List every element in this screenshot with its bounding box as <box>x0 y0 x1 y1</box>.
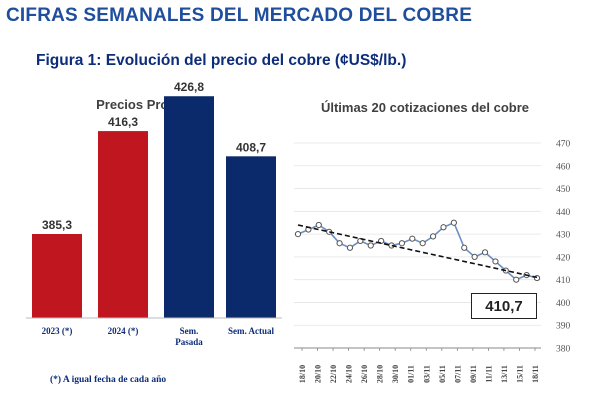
y-tick-label: 450 <box>556 185 571 195</box>
price-point <box>429 233 437 240</box>
price-point <box>409 235 416 242</box>
price-point <box>481 249 489 256</box>
price-point <box>450 219 457 226</box>
bar-value-label: 416,3 <box>108 115 138 129</box>
price-point <box>440 224 447 231</box>
price-point <box>471 253 478 260</box>
y-tick-label: 410 <box>556 276 571 286</box>
x-tick-label: 22/10 <box>329 365 338 383</box>
y-tick-label: 430 <box>556 231 571 241</box>
y-tick-label: 420 <box>556 253 571 263</box>
bar-2 <box>98 131 148 318</box>
price-point <box>367 242 374 249</box>
x-tick-label: 18/11 <box>531 365 540 383</box>
x-tick-label: 05/11 <box>438 365 447 383</box>
price-point <box>513 276 520 283</box>
y-tick-label: 460 <box>556 162 571 172</box>
bar-category-label: Pasada <box>175 337 203 347</box>
bar-category-label: 2024 (*) <box>108 326 139 336</box>
bar-category-label: 2023 (*) <box>42 326 73 336</box>
x-tick-label: 30/10 <box>391 365 400 383</box>
footnote: (*) A igual fecha de cada año <box>50 375 167 385</box>
x-tick-label: 20/10 <box>314 365 323 383</box>
bar-value-label: 426,8 <box>174 80 204 94</box>
y-tick-label: 400 <box>556 299 571 309</box>
price-point <box>461 244 468 251</box>
x-tick-label: 09/11 <box>469 365 478 383</box>
figure-title: Figura 1: Evolución del precio del cobre… <box>36 52 407 69</box>
x-tick-label: 18/10 <box>298 365 307 383</box>
y-tick-label: 380 <box>556 345 571 355</box>
x-tick-label: 07/11 <box>453 365 462 383</box>
last-price-callout: 410,7 <box>471 293 537 319</box>
bar-3 <box>164 96 214 318</box>
bar-category-label: Sem. <box>180 326 199 336</box>
bar-value-label: 408,7 <box>236 140 266 154</box>
main-title: CIFRAS SEMANALES DEL MERCADO DEL COBRE <box>6 5 473 26</box>
x-tick-label: 24/10 <box>345 365 354 383</box>
y-tick-label: 470 <box>556 140 571 150</box>
trend-line <box>297 224 538 279</box>
y-tick-label: 440 <box>556 208 571 218</box>
x-tick-label: 11/11 <box>484 365 493 382</box>
price-point <box>398 240 406 247</box>
bar-value-label: 385,3 <box>42 218 72 232</box>
x-tick-label: 28/10 <box>376 365 385 383</box>
price-point <box>492 258 499 265</box>
price-point <box>346 244 354 251</box>
bar-category-label: Sem. Actual <box>228 326 274 336</box>
bar-4 <box>226 156 276 318</box>
price-point <box>336 240 343 247</box>
price-point <box>419 240 426 247</box>
bar-1 <box>32 234 82 318</box>
price-point <box>294 231 302 238</box>
line-chart-title: Últimas 20 cotizaciones del cobre <box>320 100 530 115</box>
x-tick-label: 15/11 <box>515 365 524 383</box>
x-tick-label: 13/11 <box>500 365 509 383</box>
x-tick-label: 26/10 <box>360 365 369 383</box>
x-tick-label: 01/11 <box>407 365 416 383</box>
x-tick-label: 03/11 <box>422 365 431 383</box>
price-point <box>315 221 322 229</box>
y-tick-label: 390 <box>556 322 571 332</box>
